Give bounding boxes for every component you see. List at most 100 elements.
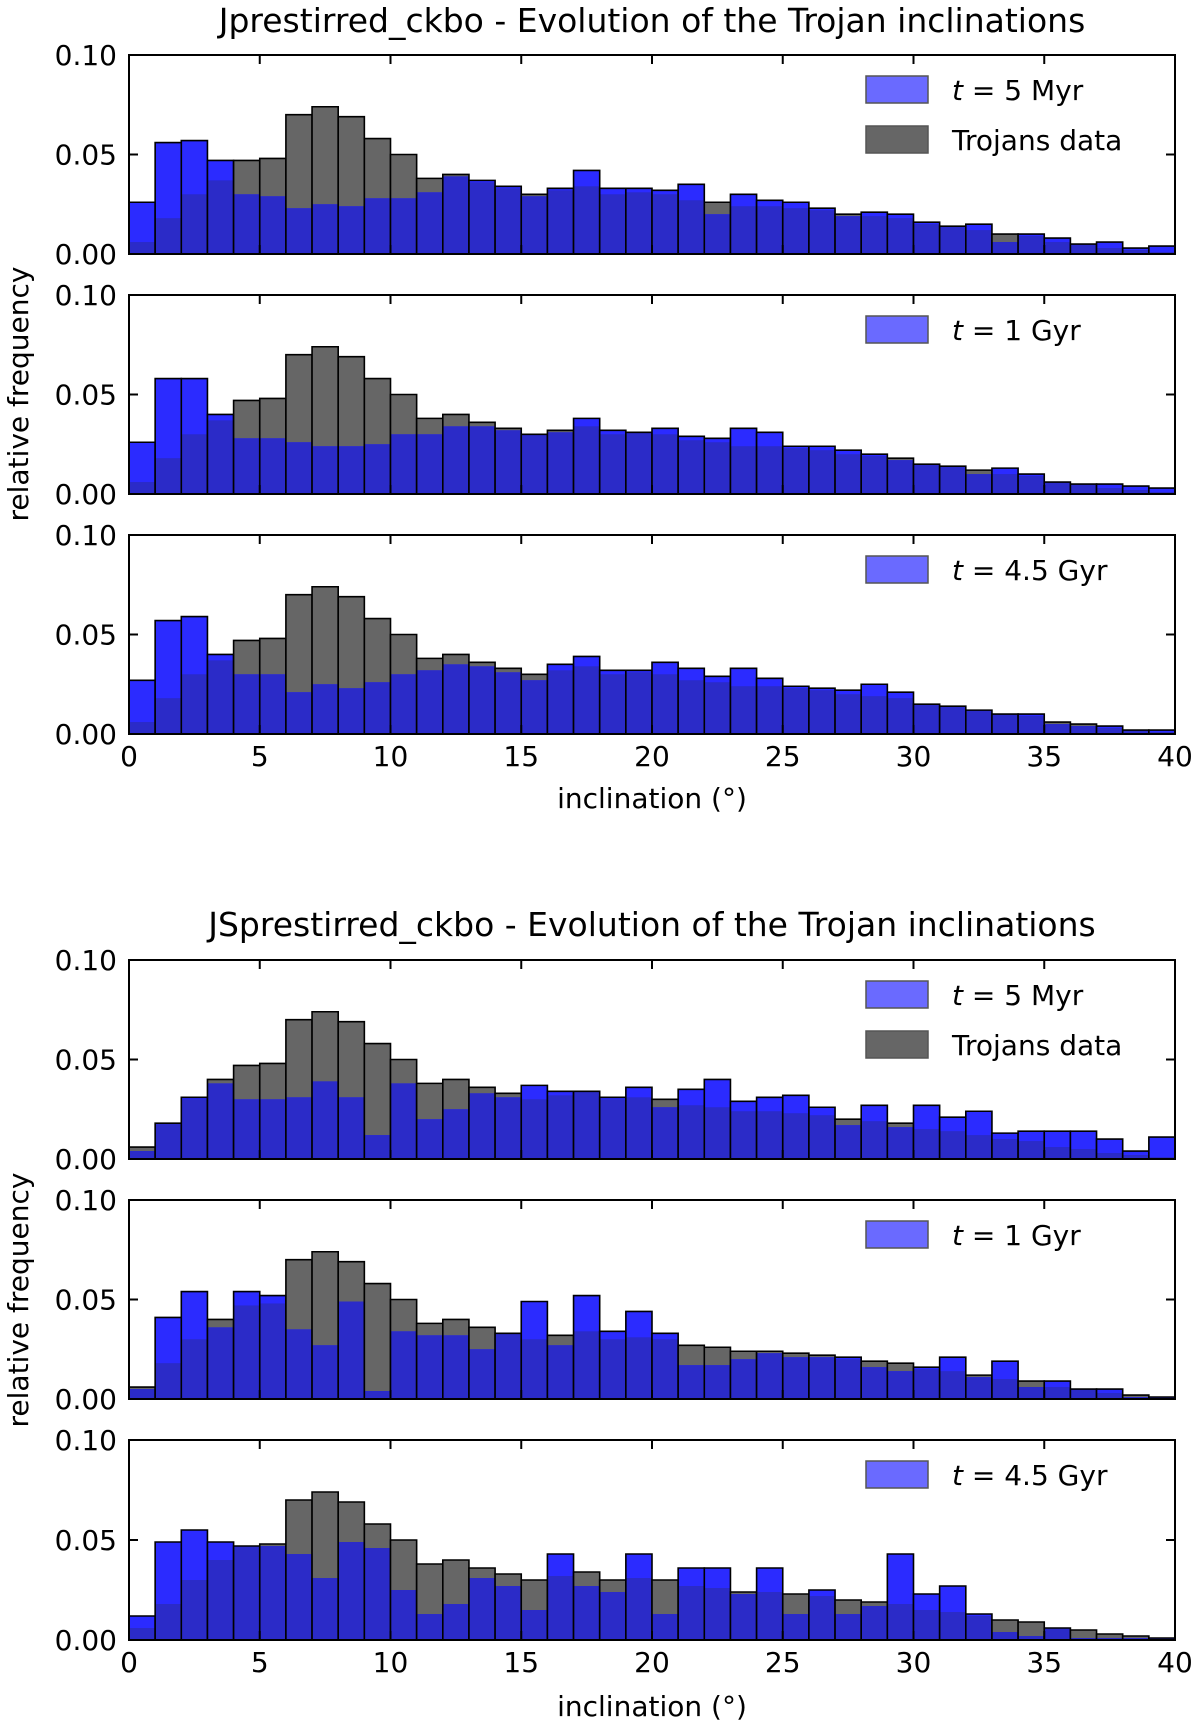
overlap-bar: [181, 1099, 208, 1159]
overlap-bar: [1044, 482, 1071, 494]
overlap-bar: [965, 710, 992, 734]
overlap-bar: [1018, 476, 1045, 494]
ytick-label: 0.00: [55, 1143, 117, 1176]
overlap-bar: [547, 1095, 574, 1159]
overlap-bar: [678, 1105, 705, 1159]
overlap-bar: [965, 474, 992, 494]
overlap-bar: [782, 1113, 809, 1159]
legend: t = 4.5 Gyr: [865, 1459, 1108, 1492]
ytick-label: 0.00: [55, 238, 117, 271]
overlap-bar: [861, 696, 888, 734]
overlap-bar: [808, 1596, 836, 1640]
overlap-bar: [991, 714, 1019, 734]
overlap-bar: [756, 1111, 783, 1159]
overlap-bar: [730, 1111, 757, 1159]
overlap-bar: [678, 200, 705, 254]
xtick-label: 0: [120, 1646, 138, 1679]
overlap-bar: [155, 698, 182, 734]
overlap-bar: [155, 1604, 182, 1640]
overlap-bar: [939, 706, 966, 734]
overlap-bar: [259, 1546, 286, 1640]
trojans-bar: [1096, 1634, 1123, 1640]
legend-label-value: = 1 Gyr: [963, 314, 1081, 347]
xtick-label: 35: [1026, 1646, 1062, 1679]
overlap-bar: [207, 180, 234, 254]
overlap-bar: [338, 1542, 365, 1640]
legend: t = 1 Gyr: [865, 314, 1081, 347]
legend-label-t: t: [952, 554, 964, 587]
overlap-bar: [939, 226, 966, 254]
overlap-bar: [207, 420, 234, 494]
xtick-label: 30: [896, 1646, 932, 1679]
overlap-bar: [233, 674, 260, 734]
overlap-bar: [861, 456, 888, 494]
bar-edge: [991, 1360, 1019, 1399]
overlap-bar: [1018, 236, 1045, 254]
ytick-label: 0.05: [55, 1524, 117, 1557]
xtick-label: 10: [373, 1646, 409, 1679]
legend: t = 5 Myr Trojans data: [865, 74, 1122, 157]
overlap-bar: [808, 1115, 836, 1159]
overlap-bar: [312, 684, 339, 734]
legend-label: t = 5 Myr: [952, 979, 1084, 1012]
overlap-bar: [495, 1333, 522, 1399]
overlap-bar: [1096, 1393, 1123, 1399]
overlap-bar: [285, 208, 313, 254]
overlap-bar: [678, 440, 705, 494]
overlap-bar: [207, 1560, 234, 1640]
overlap-bar: [495, 188, 522, 254]
overlap-bar: [573, 426, 600, 494]
legend-swatch: [865, 555, 929, 584]
overlap-bar: [442, 664, 469, 734]
overlap-bar: [939, 1371, 966, 1399]
overlap-bar: [416, 434, 443, 494]
overlap-bar: [338, 1301, 365, 1399]
overlap-bar: [704, 214, 731, 254]
xtick-label: 40: [1157, 740, 1193, 773]
chart-2: JSprestirred_ckbo - Evolution of the Tro…: [2, 905, 1193, 1723]
overlap-bar: [547, 670, 574, 734]
overlap-bar: [259, 1303, 286, 1399]
overlap-bar: [625, 1578, 652, 1640]
overlap-bar: [652, 434, 679, 494]
overlap-bar: [704, 1588, 731, 1640]
xtick-label: 30: [896, 740, 932, 773]
overlap-bar: [678, 1586, 705, 1640]
panel-2: 0.00 0.05 0.10 t = 1 Gyr: [55, 1184, 1176, 1416]
overlap-bar: [442, 1109, 469, 1159]
overlap-bar: [390, 434, 417, 494]
overlap-bar: [1070, 1389, 1097, 1399]
overlap-bar: [965, 230, 992, 254]
overlap-bar: [835, 454, 862, 494]
overlap-bar: [1122, 730, 1149, 734]
xtick-label: 25: [765, 740, 801, 773]
overlap-bar: [442, 426, 469, 494]
overlap-bar: [835, 1614, 862, 1640]
overlap-bar: [625, 432, 652, 494]
overlap-bar: [599, 1592, 626, 1640]
xtick-label: 35: [1026, 740, 1062, 773]
overlap-bar: [939, 1131, 966, 1159]
overlap-bar: [730, 1594, 757, 1640]
overlap-bar: [233, 1546, 260, 1640]
legend-swatch: [865, 980, 929, 1009]
overlap-bar: [285, 1097, 313, 1159]
overlap-bar: [207, 1327, 234, 1399]
overlap-bar: [129, 1389, 156, 1399]
overlap-bar: [285, 1329, 313, 1399]
overlap-bar: [285, 1554, 313, 1640]
overlap-bar: [939, 1612, 966, 1640]
overlap-bar: [599, 194, 626, 254]
overlap-bar: [704, 682, 731, 734]
overlap-bar: [1018, 716, 1045, 734]
overlap-bar: [991, 242, 1019, 254]
legend-label: t = 1 Gyr: [952, 1219, 1081, 1252]
overlap-bar: [1070, 726, 1097, 734]
overlap-bar: [521, 196, 548, 254]
overlap-bar: [207, 1083, 234, 1159]
overlap-bar: [808, 1357, 836, 1399]
legend-label-t: t: [952, 979, 964, 1012]
overlap-bar: [442, 1335, 469, 1399]
overlap-bar: [155, 458, 182, 494]
